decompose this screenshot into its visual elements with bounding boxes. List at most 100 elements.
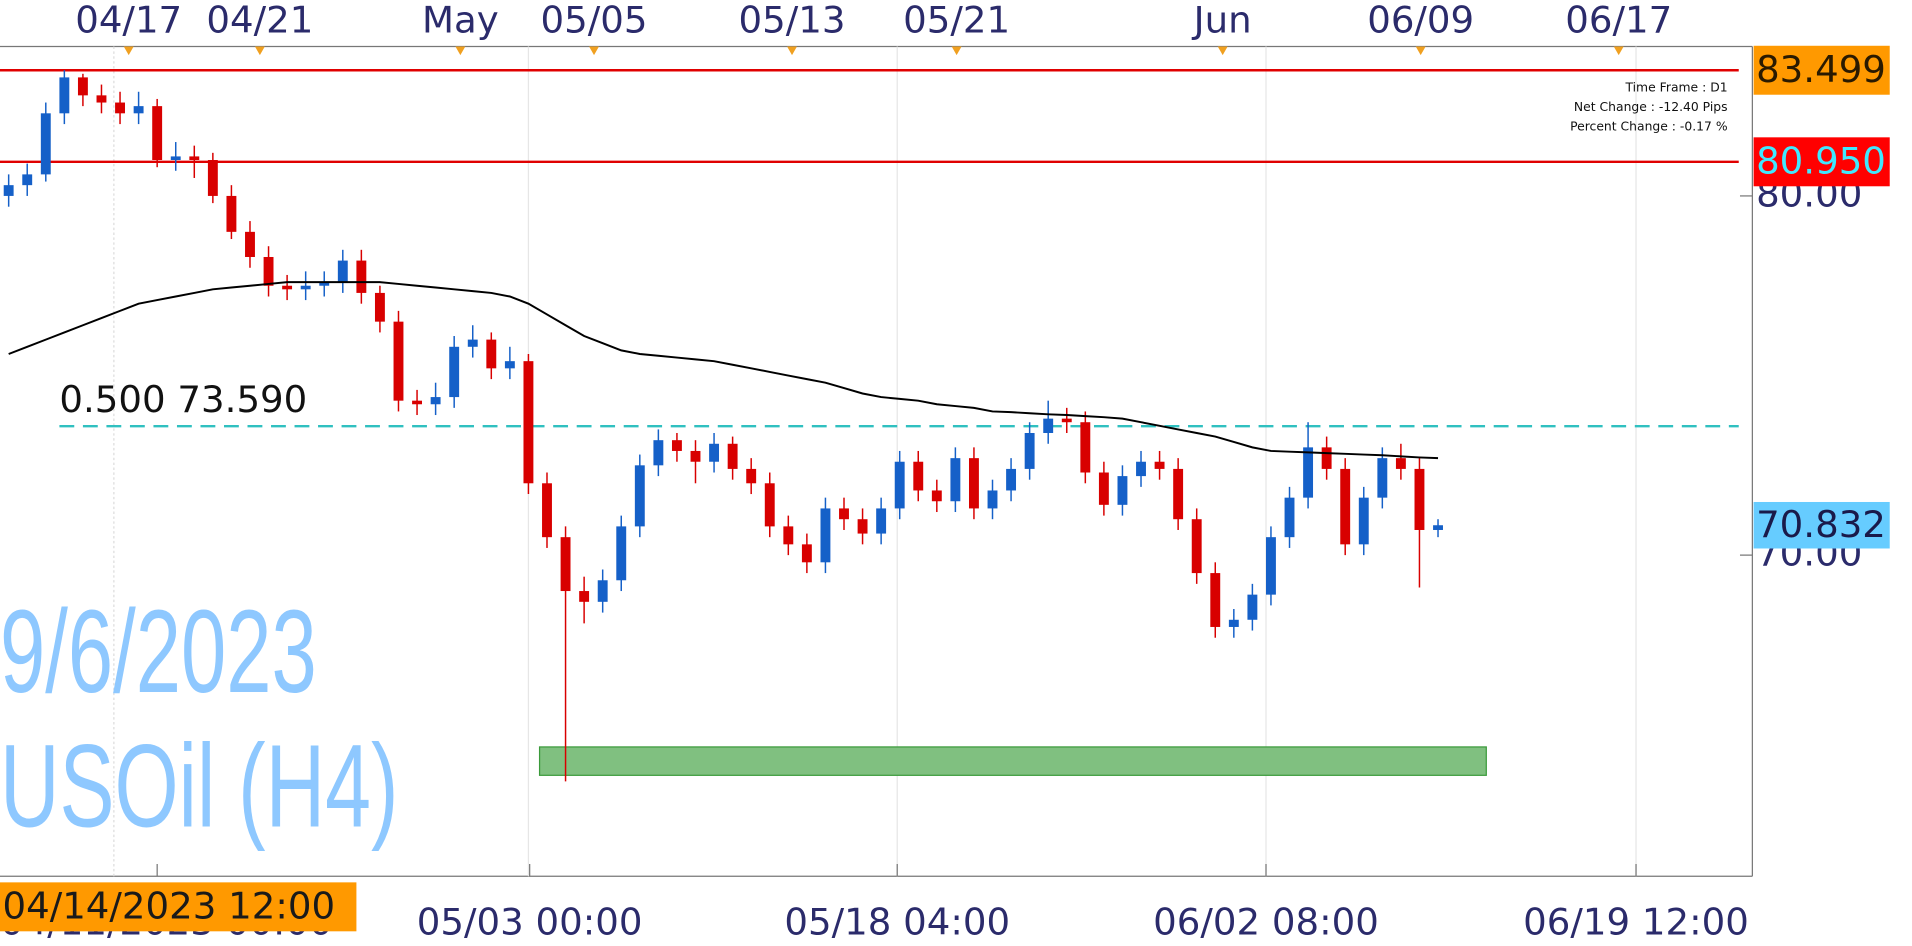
candle-body [430,397,441,405]
top-axis-marker [1217,46,1228,56]
candle-body [801,544,812,563]
candle-body [245,231,255,257]
candle-body [1321,447,1332,469]
candle-body [709,443,720,462]
candle-body [1136,461,1146,477]
candle-body [22,174,33,186]
watermark: USOil (H4) [0,721,398,852]
candle-body [96,95,107,103]
top-axis-label: 05/05 [541,0,648,41]
candle-body [1098,472,1109,505]
top-axis-label: 06/17 [1565,0,1672,41]
candle-body [77,77,88,96]
watermark: 9/6/2023 [0,586,317,717]
fib-label: 0.500 73.590 [59,378,307,421]
candle-body [876,508,887,534]
candle-body [1303,447,1314,498]
level-tag [1753,137,1890,187]
top-axis-label: 05/13 [739,0,846,41]
level-tag-label: 80.950 [1756,140,1886,183]
last-price-tag [1753,501,1890,549]
candle-body [504,361,515,369]
top-axis-marker [951,46,962,56]
candle-body [1247,594,1258,620]
candle-body [1006,468,1017,491]
top-axis-label: May [422,0,499,41]
candle-body [226,195,237,232]
candle-body [40,113,51,175]
candle-body [393,321,404,401]
candle-body [523,361,534,484]
level-tag-label: 83.499 [1756,48,1886,91]
support-zone [538,746,1487,776]
candle-body [1358,497,1369,545]
level-tag [1753,45,1890,95]
candle-body [3,185,14,196]
candle-body [783,526,794,545]
candle-body [486,339,497,369]
candle-body [746,468,757,484]
candle-body [1210,573,1221,627]
info-line: Percent Change : -0.17 % [1570,120,1728,134]
top-axis-marker [254,46,265,56]
candle-body [1117,476,1128,505]
candle-body [579,591,590,602]
candle-body [1284,497,1295,538]
top-axis-label: 06/09 [1367,0,1474,41]
top-axis-label: 04/21 [206,0,313,41]
candle-body [764,483,775,527]
candle-body [207,160,218,196]
candle-body [449,346,460,398]
candle-body [653,440,664,466]
candle-body [319,282,330,286]
candle-body [727,443,738,469]
info-line: Net Change : -12.40 Pips [1574,100,1728,114]
candle-body [1414,468,1425,530]
bottom-axis-label: 05/03 00:00 [417,901,643,944]
candle-body [597,580,608,602]
bottom-axis-label: 06/02 08:00 [1153,901,1379,944]
candle-body [1377,458,1388,498]
candle-body [356,260,367,293]
bottom-axis-label: 06/19 12:00 [1523,901,1749,944]
info-line: Time Frame : D1 [1624,81,1727,95]
candle-body [337,260,348,283]
candle-body [671,440,682,451]
candle-body [115,102,125,114]
candle-body [1024,432,1035,469]
candle-body [839,508,849,520]
candle-body [913,461,924,491]
candle-body [1173,468,1184,520]
cursor-label: 04/14/2023 12:00 [2,885,335,928]
candle-body [1154,461,1165,469]
candle-body [1061,418,1072,423]
candle-body [690,450,701,462]
candle-body [1043,418,1054,433]
candle-body [857,519,868,534]
candle-body [189,156,200,161]
candle-body [152,106,163,161]
top-axis-label: 05/21 [903,0,1010,41]
top-axis-marker [589,46,599,56]
last-price-label: 70.832 [1756,503,1886,546]
bottom-axis-label: 05/18 04:00 [784,901,1010,944]
candle-body [931,490,942,502]
candle-body [634,465,645,527]
candle-body [412,400,423,405]
candle-body [1340,468,1351,545]
top-axis-marker [1613,46,1624,56]
candle-body [467,339,478,347]
candle-body [263,256,274,286]
candle-body [894,461,905,509]
candle-body [133,106,144,114]
top-axis-marker [787,46,797,56]
candle-body [820,508,831,563]
candle-body [560,537,571,592]
candle-body [1266,537,1276,595]
top-axis-label: 04/17 [75,0,182,41]
candle-body [300,285,311,290]
candle-body [1080,422,1091,473]
candle-body [170,156,181,161]
